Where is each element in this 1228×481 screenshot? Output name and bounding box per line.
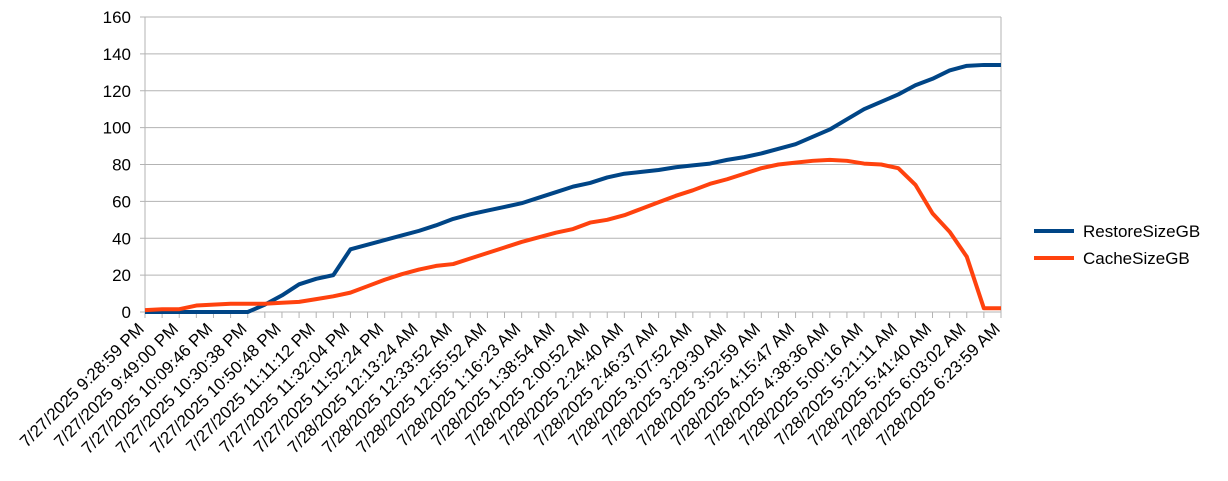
- legend-label-restoresizegb: RestoreSizeGB: [1083, 222, 1200, 241]
- y-tick-label: 60: [112, 192, 131, 211]
- legend-label-cachesizegb: CacheSizeGB: [1083, 249, 1190, 268]
- series-line-restoresizegb: [145, 62, 1001, 314]
- x-axis-ticks: 7/27/2025 9:28:59 PM7/27/2025 9:49:00 PM…: [16, 319, 1004, 457]
- y-tick-label: 160: [103, 8, 131, 27]
- series-lines: [144, 62, 1001, 314]
- y-tick-label: 120: [103, 82, 131, 101]
- y-tick-label: 0: [122, 303, 131, 322]
- y-tick-label: 40: [112, 229, 131, 248]
- series-line-cachesizegb: [144, 157, 1001, 313]
- legend: RestoreSizeGB CacheSizeGB: [1034, 222, 1200, 268]
- y-tick-label: 100: [103, 119, 131, 138]
- y-tick-label: 20: [112, 266, 131, 285]
- y-tick-label: 80: [112, 156, 131, 175]
- gridlines: [140, 16, 1002, 318]
- y-tick-label: 140: [103, 45, 131, 64]
- y-axis-ticks: 0 20 40 60 80 100 120 140 160: [103, 8, 131, 322]
